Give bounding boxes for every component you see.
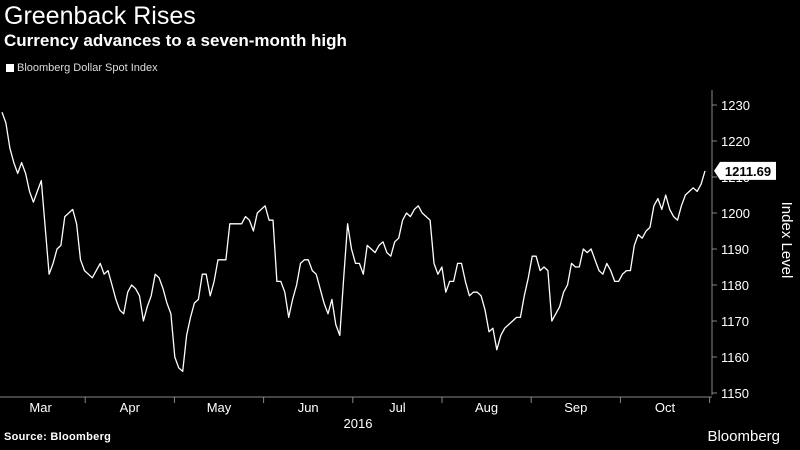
last-value-label: 1211.69: [725, 164, 771, 179]
y-tick-label: 1220: [721, 134, 750, 149]
x-tick-label: Sep: [564, 400, 587, 415]
x-tick-label: Oct: [655, 400, 676, 415]
year-label: 2016: [344, 416, 373, 431]
series-line: [1, 111, 706, 373]
x-tick-label: Aug: [475, 400, 498, 415]
legend-swatch: [6, 64, 14, 72]
y-tick-label: 1160: [721, 350, 749, 365]
x-tick-label: Jul: [389, 400, 406, 415]
y-tick-label: 1180: [721, 278, 749, 293]
y-tick-label: 1200: [721, 206, 750, 221]
chart-title: Greenback Rises: [4, 2, 196, 30]
x-tick-label: Mar: [29, 400, 52, 415]
y-tick-label: 1150: [721, 386, 749, 401]
chart-subtitle: Currency advances to a seven-month high: [4, 31, 347, 50]
last-value-callout: [714, 161, 776, 180]
legend: Bloomberg Dollar Spot Index: [6, 62, 158, 74]
y-tick-label: 1170: [721, 314, 749, 329]
x-tick-label: May: [207, 400, 232, 415]
x-tick-label: Jun: [298, 400, 319, 415]
legend-label: Bloomberg Dollar Spot Index: [17, 62, 158, 74]
source-note: Source: Bloomberg: [4, 431, 112, 443]
y-tick-label: 1190: [721, 242, 749, 257]
y-tick-label: 1230: [721, 98, 750, 113]
y-axis-title: Index Level: [778, 202, 795, 279]
brand-logo: Bloomberg: [707, 428, 780, 445]
x-tick-label: Apr: [120, 400, 141, 415]
